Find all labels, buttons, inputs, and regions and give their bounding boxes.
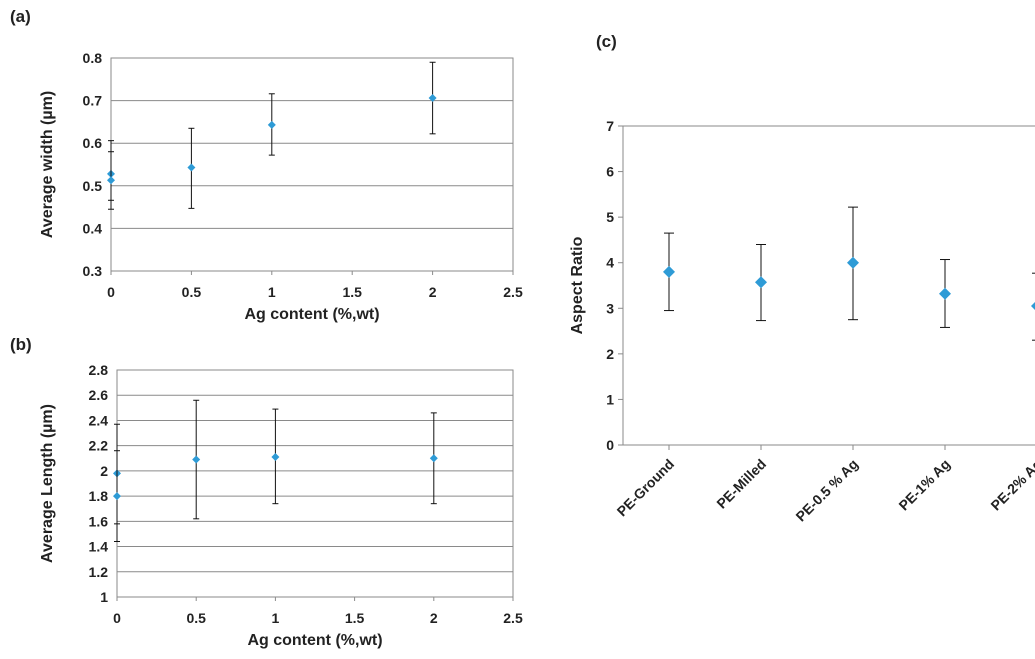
y-tick-label: 2.8 [89, 362, 109, 378]
data-point [113, 492, 121, 501]
data-point [187, 163, 196, 172]
y-tick-label: 1 [606, 391, 614, 407]
y-tick-label: 0.7 [83, 93, 103, 109]
x-category-label: PE-1% Ag [895, 456, 953, 514]
panel-label: (b) [10, 335, 32, 354]
y-tick-label: 2 [100, 463, 108, 479]
x-category-label: PE-Milled [713, 456, 769, 512]
x-tick-label: 1 [272, 610, 280, 626]
x-tick-label: 2 [430, 610, 438, 626]
x-tick-label: 1.5 [345, 610, 365, 626]
plot-area [110, 57, 514, 272]
x-category-label: PE-2% Ag [987, 456, 1035, 514]
y-tick-label: 2.6 [89, 387, 109, 403]
panel-c: (c) 0 1 2 3 4 5 6 7 PE-Ground PE-Milled PE-0.5 % Ag… [569, 32, 1035, 525]
x-tick-label: 2.5 [503, 610, 523, 626]
x-tick-label: 1.5 [342, 284, 362, 300]
y-axis-title: Average width (µm) [39, 91, 56, 238]
x-axis-title: Ag content (%,wt) [247, 632, 382, 649]
y-tick-label: 1.2 [89, 564, 109, 580]
y-tick-label: 4 [606, 255, 614, 271]
x-tick-label: 0 [107, 284, 115, 300]
plot-area [116, 369, 514, 598]
panel-label: (c) [596, 32, 617, 51]
data-point [271, 453, 280, 462]
data-point [1031, 302, 1035, 311]
x-tick-label: 0.5 [182, 284, 202, 300]
y-tick-label: 5 [606, 209, 614, 225]
x-tick-label: 0 [113, 610, 121, 626]
data-point [663, 265, 675, 278]
data-point [939, 287, 951, 300]
y-tick-label: 3 [606, 300, 614, 316]
y-tick-label: 1 [100, 589, 108, 605]
y-tick-label: 1.4 [89, 539, 109, 555]
y-tick-label: 7 [606, 118, 614, 134]
y-axis-title: Aspect Ratio [569, 236, 586, 334]
data-point [428, 94, 437, 103]
x-category-label: PE-Ground [614, 456, 678, 520]
data-point [192, 455, 201, 464]
x-tick-label: 2.5 [503, 284, 523, 300]
y-tick-label: 2.4 [89, 412, 109, 428]
x-tick-label: 0.5 [186, 610, 206, 626]
y-tick-label: 0.4 [83, 220, 103, 236]
x-axis-title: Ag content (%,wt) [244, 306, 379, 323]
y-tick-label: 6 [606, 164, 614, 180]
x-tick-label: 2 [429, 284, 437, 300]
y-tick-label: 2.2 [89, 438, 109, 454]
data-point [847, 256, 859, 269]
y-tick-label: 2 [606, 346, 614, 362]
x-tick-label: 1 [268, 284, 276, 300]
y-axis-title: Average Length (µm) [39, 404, 56, 563]
y-tick-label: 0 [606, 437, 614, 453]
y-tick-label: 1.8 [89, 488, 109, 504]
data-point [755, 276, 767, 289]
y-tick-label: 0.8 [83, 50, 103, 66]
y-tick-label: 0.5 [83, 178, 103, 194]
y-tick-label: 1.6 [89, 513, 109, 529]
data-point [429, 454, 438, 463]
panel-a: (a) 0.3 0.4 0.5 0.6 0.7 0.8 0 0.5 1 1.5 2 2.5 Ag cont… [10, 7, 523, 323]
y-tick-label: 0.3 [83, 263, 103, 279]
panel-b: (b) 1 1.2 1.4 1.6 1.8 2 2.2 2.4 2.6 2.8 0 0.5 1 1.5 2 2.… [10, 335, 523, 649]
panel-label: (a) [10, 7, 31, 26]
x-category-label: PE-0.5 % Ag [792, 456, 861, 525]
data-point [107, 176, 115, 185]
data-point [267, 120, 276, 129]
y-tick-label: 0.6 [83, 135, 103, 151]
